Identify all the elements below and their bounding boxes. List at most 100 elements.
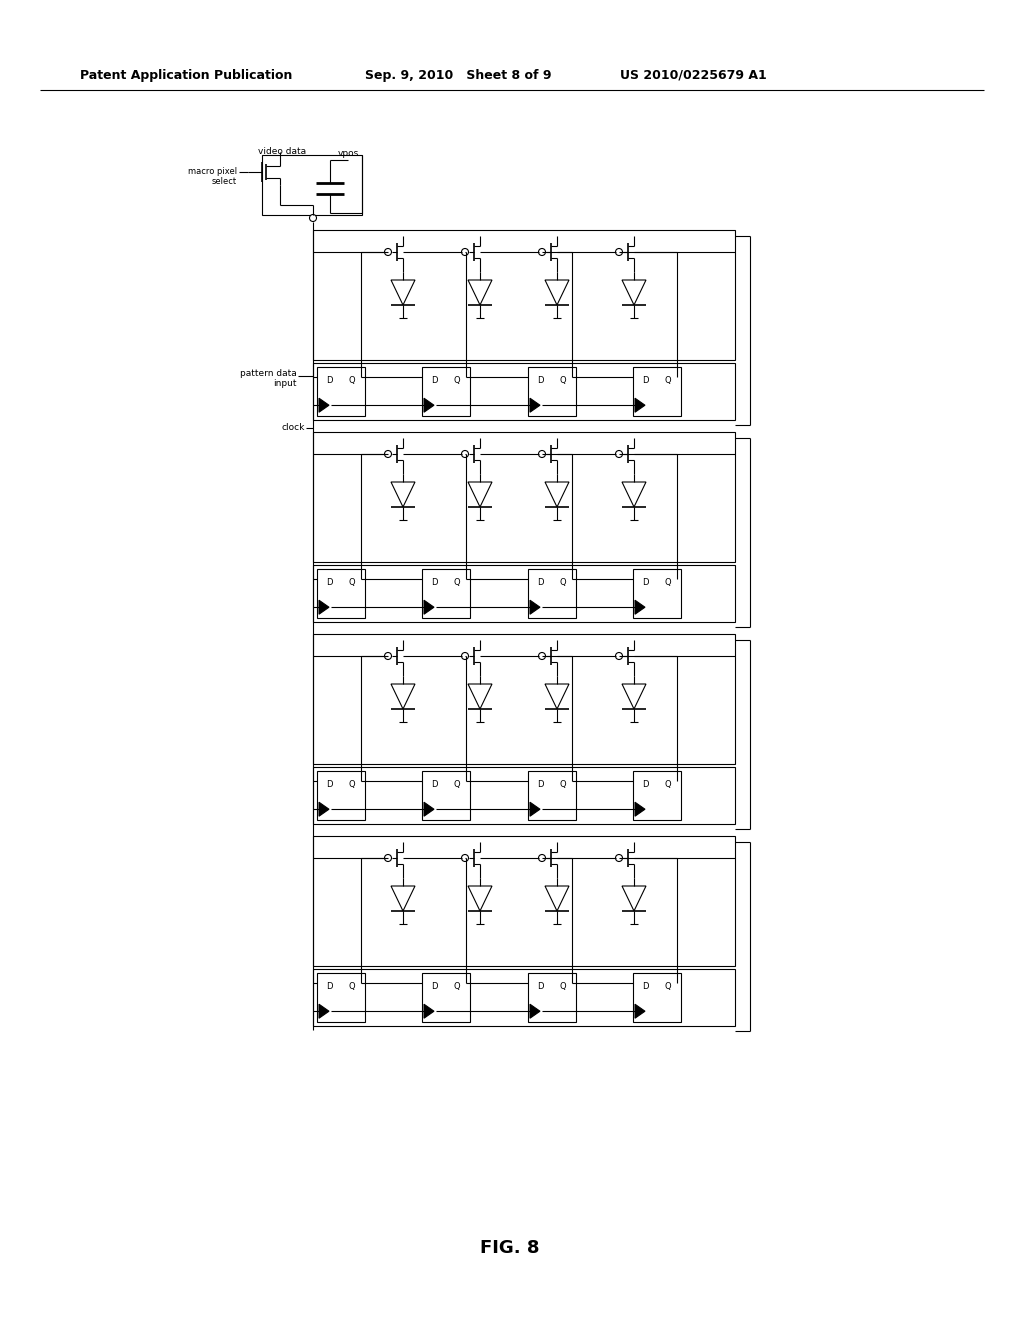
Text: pattern data: pattern data	[241, 368, 297, 378]
Polygon shape	[391, 684, 415, 709]
Circle shape	[384, 450, 391, 458]
Bar	[313, 363, 735, 420]
Text: Q: Q	[454, 578, 460, 587]
Text: D: D	[326, 376, 332, 385]
Text: D: D	[537, 780, 544, 789]
Polygon shape	[391, 482, 415, 507]
Bar	[633, 973, 681, 1022]
Text: clock: clock	[282, 424, 305, 433]
Bar	[422, 569, 470, 618]
Text: FIG. 8: FIG. 8	[480, 1239, 540, 1257]
Text: D: D	[642, 578, 648, 587]
Text: Q: Q	[348, 578, 355, 587]
Text: D: D	[431, 780, 437, 789]
Text: Patent Application Publication: Patent Application Publication	[80, 69, 293, 82]
Polygon shape	[635, 399, 645, 412]
Polygon shape	[530, 601, 540, 614]
Bar	[528, 771, 575, 820]
Text: Q: Q	[665, 780, 671, 789]
Text: US 2010/0225679 A1: US 2010/0225679 A1	[620, 69, 767, 82]
Polygon shape	[319, 803, 329, 816]
Polygon shape	[468, 684, 492, 709]
Bar	[317, 367, 365, 416]
Text: D: D	[537, 982, 544, 991]
Circle shape	[309, 214, 316, 222]
Bar	[313, 230, 735, 360]
Polygon shape	[391, 886, 415, 911]
Circle shape	[539, 248, 546, 256]
Circle shape	[615, 248, 623, 256]
Text: D: D	[642, 376, 648, 385]
Circle shape	[384, 652, 391, 660]
Text: Sep. 9, 2010   Sheet 8 of 9: Sep. 9, 2010 Sheet 8 of 9	[365, 69, 552, 82]
Circle shape	[615, 450, 623, 458]
Polygon shape	[622, 482, 646, 507]
Polygon shape	[530, 1005, 540, 1018]
Polygon shape	[635, 601, 645, 614]
Bar	[313, 432, 735, 562]
Text: Q: Q	[348, 376, 355, 385]
Bar	[528, 973, 575, 1022]
Circle shape	[615, 854, 623, 862]
Bar	[313, 969, 735, 1026]
Circle shape	[384, 248, 391, 256]
Bar	[317, 569, 365, 618]
Circle shape	[462, 652, 469, 660]
Text: Q: Q	[559, 376, 566, 385]
Bar	[313, 836, 735, 966]
Text: video data: video data	[258, 148, 306, 157]
Text: vpos: vpos	[337, 149, 358, 157]
Text: D: D	[642, 780, 648, 789]
Bar	[633, 771, 681, 820]
Circle shape	[539, 854, 546, 862]
Polygon shape	[468, 482, 492, 507]
Text: D: D	[326, 578, 332, 587]
Polygon shape	[530, 803, 540, 816]
Text: Q: Q	[559, 578, 566, 587]
Polygon shape	[424, 601, 434, 614]
Polygon shape	[545, 886, 569, 911]
Circle shape	[539, 450, 546, 458]
Polygon shape	[424, 803, 434, 816]
Circle shape	[384, 854, 391, 862]
Bar	[528, 367, 575, 416]
Bar	[313, 565, 735, 622]
Polygon shape	[545, 280, 569, 305]
Text: D: D	[326, 780, 332, 789]
Text: D: D	[326, 982, 332, 991]
Text: D: D	[431, 578, 437, 587]
Bar	[313, 634, 735, 764]
Text: select: select	[212, 177, 237, 186]
Bar	[313, 767, 735, 824]
Text: D: D	[431, 982, 437, 991]
Text: D: D	[537, 578, 544, 587]
Bar	[317, 771, 365, 820]
Polygon shape	[545, 684, 569, 709]
Text: Q: Q	[665, 982, 671, 991]
Text: Q: Q	[348, 780, 355, 789]
Bar	[633, 569, 681, 618]
Text: Q: Q	[559, 982, 566, 991]
Polygon shape	[622, 280, 646, 305]
Text: input: input	[273, 379, 297, 388]
Polygon shape	[635, 1005, 645, 1018]
Circle shape	[462, 248, 469, 256]
Polygon shape	[319, 601, 329, 614]
Text: D: D	[431, 376, 437, 385]
Bar	[262, 154, 362, 215]
Polygon shape	[319, 399, 329, 412]
Polygon shape	[622, 886, 646, 911]
Text: Q: Q	[454, 780, 460, 789]
Text: Q: Q	[454, 376, 460, 385]
Polygon shape	[468, 886, 492, 911]
Bar	[633, 367, 681, 416]
Text: D: D	[642, 982, 648, 991]
Bar	[528, 569, 575, 618]
Bar	[422, 367, 470, 416]
Bar	[422, 771, 470, 820]
Polygon shape	[391, 280, 415, 305]
Bar	[317, 973, 365, 1022]
Text: Q: Q	[454, 982, 460, 991]
Text: D: D	[537, 376, 544, 385]
Text: Q: Q	[665, 376, 671, 385]
